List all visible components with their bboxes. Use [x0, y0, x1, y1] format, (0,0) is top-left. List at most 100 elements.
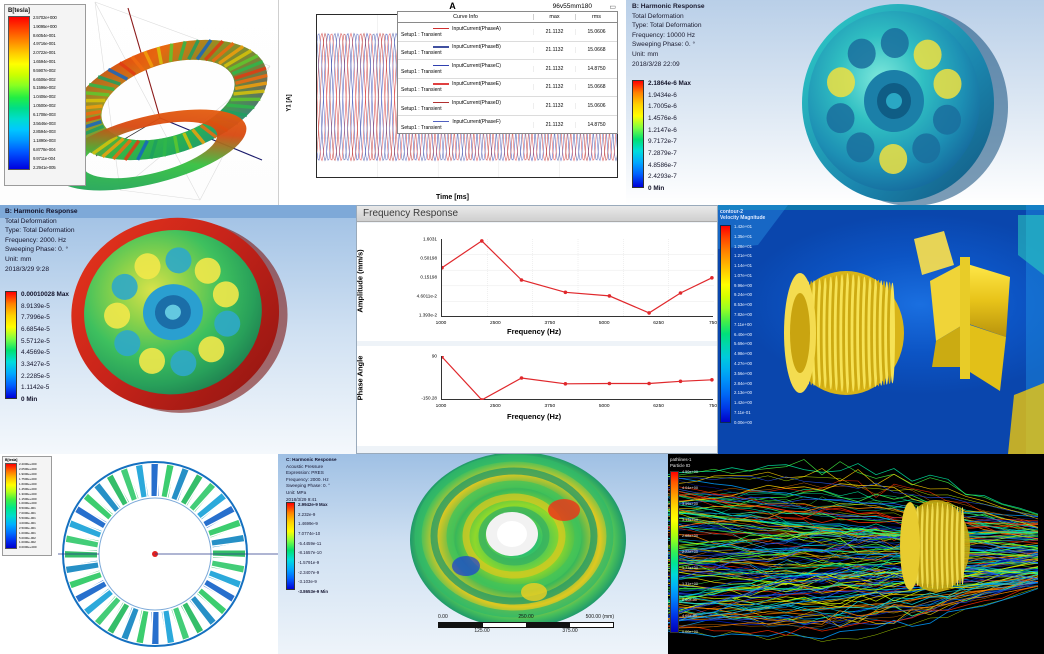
- acoustic-scalebar: 0.00 250.00 500.00 (mm) 125.00 375.00: [438, 614, 614, 636]
- phase-x-tick-2: 3750: [544, 404, 555, 409]
- project-name-label: 96v55mm180: [553, 3, 592, 10]
- cfd-legend-values: 1.42e+01 1.35e+01 1.28e+01 1.21e+01 1.14e+01…: [734, 225, 752, 425]
- phase-chart: Phase Angle 90 -150.28 1000 2500 3750 5000 62…: [357, 346, 717, 446]
- flux-legend-value-5: 1.6594e-001: [33, 60, 57, 64]
- cfd-legend-value-15: 3.56e+00: [734, 372, 752, 376]
- acoustic-scalebar-min: 0.00: [438, 614, 448, 620]
- flux-legend-value-2: 8.6054e-001: [33, 34, 57, 38]
- flux-legend-value-9: 1.0406e-002: [33, 95, 57, 99]
- curve-name-cell: InputCurrent(PhaseD) Setup1 : Transient: [398, 100, 533, 112]
- flux2d-legend-value-2: 1.9000e+000: [19, 473, 37, 476]
- acoustic-value-5: -8.1657e-10: [298, 550, 328, 555]
- flux-legend-value-10: 1.0500e-002: [33, 104, 57, 108]
- flux-legend-value-1: 1.9095e+000: [33, 25, 57, 29]
- panel-magnetic-flux-3d: B[tesla] 2.5702e+000 1.9095e+000 8.6054e-0…: [0, 0, 278, 205]
- flux-legend-value-14: 1.1890e-003: [33, 139, 57, 143]
- cfd-legend-value-10: 7.11e+00: [734, 323, 752, 327]
- flux2d-legend-value-12: 4.0000e-001: [19, 522, 37, 525]
- frequency-response-title: Frequency Response: [357, 208, 458, 219]
- acoustic-value-2: 1.4699e-9: [298, 521, 328, 526]
- flux-legend-title: B[tesla]: [8, 8, 82, 14]
- harmonic10000-value-3: 1.4576e-6: [648, 115, 691, 122]
- cfd-legend-value-0: 1.42e+01: [734, 225, 752, 229]
- phase-y-label: Phase Angle: [356, 338, 365, 418]
- curve-info-row: InputCurrent(PhaseE) Setup1 : Transient 21…: [398, 79, 617, 98]
- curve-color-swatch: [433, 121, 449, 122]
- harmonic10000-value-8: 2.4293e-7: [648, 173, 691, 180]
- curve-info-header: Curve Info max rms: [398, 12, 617, 23]
- curve-color-swatch: [433, 102, 449, 103]
- acoustic-value-9: -3.8653e-9 Min: [298, 589, 328, 594]
- flux-legend-value-13: 2.8594e-003: [33, 130, 57, 134]
- harmonic2000-header: B: Harmonic Response: [5, 207, 78, 217]
- amplitude-x-tick-2: 3750: [544, 321, 555, 326]
- cfd-legend-value-17: 2.13e+00: [734, 391, 752, 395]
- flux2d-colorbar: [5, 463, 17, 549]
- curve-rms: 15.0606: [575, 103, 617, 109]
- particle-value-8: 8.60e-01: [682, 599, 698, 603]
- curve-max: 21.1132: [533, 103, 575, 109]
- harmonic10000-colorbar: [632, 80, 644, 188]
- curve-name-cell: InputCurrent(PhaseB) Setup1 : Transient: [398, 44, 533, 56]
- flux-legend-value-0: 2.5702e+000: [33, 16, 57, 20]
- harmonic2000-result: Total Deformation: [5, 217, 78, 227]
- cfd-legend-value-20: 0.00e+00: [734, 421, 752, 425]
- curve-name: InputCurrent(PhaseF): [452, 119, 500, 125]
- harmonic10000-value-7: 4.8586e-7: [648, 162, 691, 169]
- panel-flux-cross-section: B[tesla] 2.2000e+000 2.0500e+000 1.9000e+0…: [0, 454, 278, 654]
- flux-legend-value-15: 6.8778e-004: [33, 148, 57, 152]
- curve-name: InputCurrent(PhaseE): [452, 81, 501, 87]
- curve-rms: 15.0668: [575, 84, 617, 90]
- harmonic2000-value-2: 7.7996e-5: [21, 314, 69, 321]
- chart-y-axis-label: Y1 [A]: [287, 94, 293, 111]
- curve-name: InputCurrent(PhaseC): [452, 63, 501, 69]
- harmonic2000-phase: Sweeping Phase: 0. °: [5, 245, 78, 255]
- curve-name-cell: InputCurrent(PhaseE) Setup1 : Transient: [398, 81, 533, 93]
- curve-color-swatch: [433, 83, 449, 84]
- cfd-legend-value-1: 1.35e+01: [734, 235, 752, 239]
- flux-colorbar: [8, 16, 30, 170]
- curve-name: InputCurrent(PhaseD): [452, 100, 501, 106]
- amplitude-x-tick-4: 6250: [653, 321, 664, 326]
- phase-x-tick-5: 750: [709, 404, 717, 409]
- cfd-legend-value-19: 7.11e-01: [734, 411, 752, 415]
- curve-max: 21.1132: [533, 66, 575, 72]
- harmonic10000-value-9: 0 Min: [648, 185, 691, 192]
- curve-rms: 15.0668: [575, 47, 617, 53]
- panel-input-current-chart: A 96v55mm180 ▭ Y1 [A] Time [ms] 25.0012.…: [278, 0, 626, 205]
- amplitude-x-label: Frequency (Hz): [507, 327, 561, 336]
- harmonic10000-value-5: 9.7172e-7: [648, 138, 691, 145]
- particle-value-2: 3.59e+00: [682, 503, 698, 507]
- panel-harmonic-response-10000hz: B: Harmonic Response Total Deformation T…: [626, 0, 1044, 205]
- panel-cfd-velocity: contour-2 Velocity Magnitude 1.42e+01 1.3…: [718, 205, 1044, 454]
- particle-value-6: 1.77e+00: [682, 567, 698, 571]
- curve-info-row: InputCurrent(PhaseF) Setup1 : Transient 21…: [398, 116, 617, 135]
- flux-legend-value-3: 4.9716e-001: [33, 42, 57, 46]
- flux2d-legend-value-14: 1.0000e-001: [19, 532, 37, 535]
- harmonic10000-legend-values: 2.1864e-6 Max 1.9434e-6 1.7005e-6 1.4576e-6…: [648, 80, 691, 192]
- curve-rms: 14.8750: [575, 122, 617, 128]
- acoustic-value-3: 7.0774e-10: [298, 531, 328, 536]
- curve-info-table: Curve Info max rms InputCurrent(PhaseA) S…: [397, 11, 618, 134]
- flux-legend-value-17: 2.2941e-005: [33, 166, 57, 170]
- harmonic2000-value-7: 2.2285e-5: [21, 373, 69, 380]
- curve-info-col-max: max: [533, 14, 575, 20]
- curve-setup: Setup1 : Transient: [401, 69, 533, 75]
- cfd-legend: contour-2 Velocity Magnitude 1.42e+01 1.3…: [720, 209, 765, 425]
- cfd-legend-line2: Velocity Magnitude: [720, 215, 765, 221]
- acoustic-value-1: 2.232e-9: [298, 512, 328, 517]
- harmonic2000-frequency: Frequency: 2000. Hz: [5, 236, 78, 246]
- flux-legend-value-16: 9.9711e-004: [33, 157, 57, 161]
- curve-setup: Setup1 : Transient: [401, 87, 533, 93]
- curve-name: InputCurrent(PhaseB): [452, 44, 501, 50]
- harmonic10000-result: Total Deformation: [632, 12, 705, 22]
- acoustic-result: Acoustic Pressure: [286, 464, 337, 471]
- amplitude-x-tick-3: 5000: [599, 321, 610, 326]
- flux-legend-value-7: 6.6506e-002: [33, 78, 57, 82]
- panel-acoustic-pressure: C: Harmonic Response Acoustic Pressure E…: [278, 454, 668, 654]
- curve-max: 21.1132: [533, 29, 575, 35]
- amplitude-y-tick-0: 1.6031: [391, 237, 437, 242]
- cfd-legend-value-6: 9.96e+00: [734, 284, 752, 288]
- minimize-icon[interactable]: ▭: [609, 3, 616, 11]
- curve-max: 21.1132: [533, 122, 575, 128]
